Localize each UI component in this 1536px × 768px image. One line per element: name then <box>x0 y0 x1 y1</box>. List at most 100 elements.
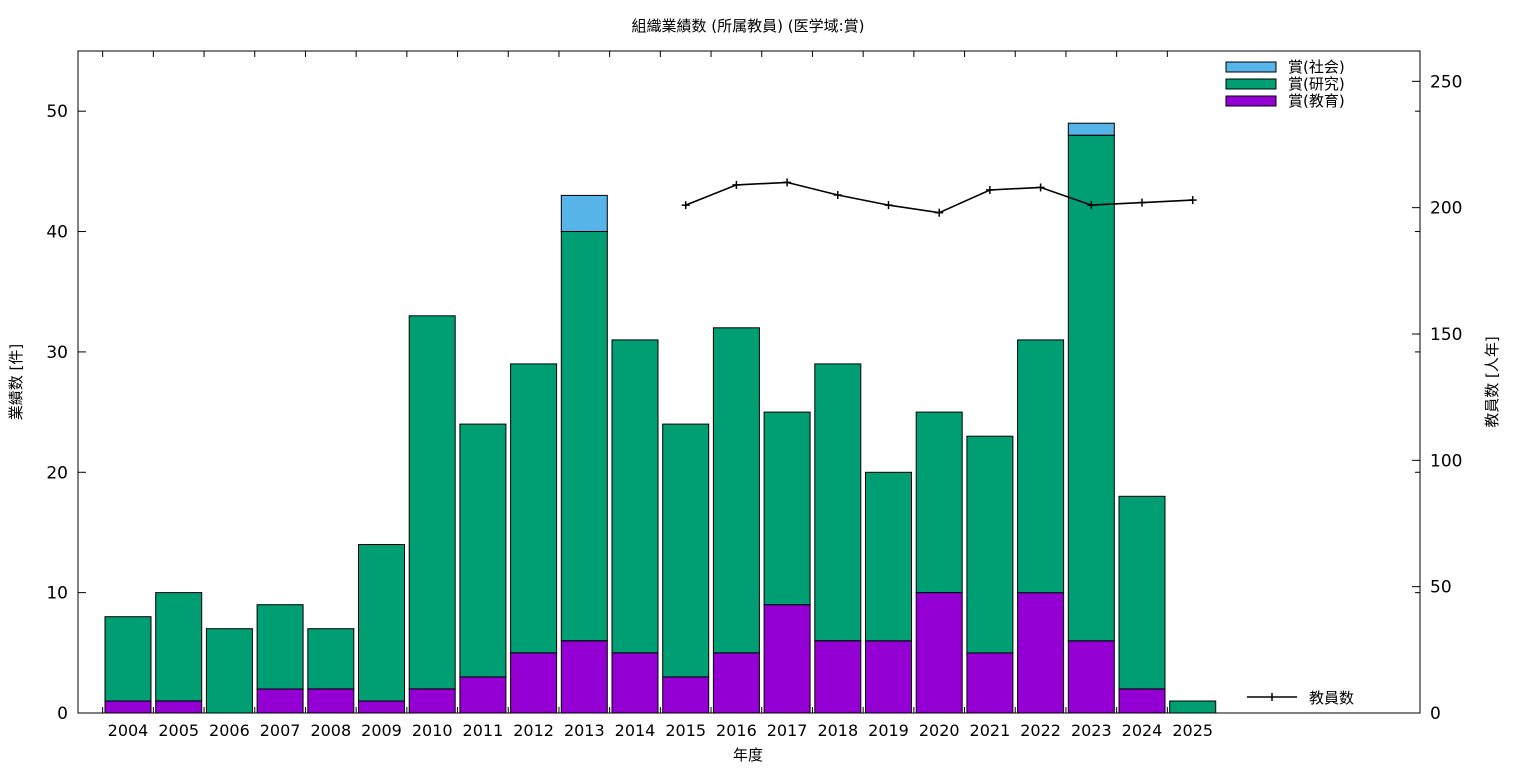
bar-2006-s1 <box>205 628 253 714</box>
x-tick-label-2009: 2009 <box>361 721 402 740</box>
line-layer <box>681 178 1197 217</box>
x-tick-label-2022: 2022 <box>1020 721 1061 740</box>
bar-2004-s0 <box>104 700 152 714</box>
x-tick-label-2012: 2012 <box>513 721 554 740</box>
bars-layer <box>104 122 1217 714</box>
bar-2016-s0 <box>712 652 760 714</box>
bar-2017-s0 <box>763 604 811 714</box>
bar-2007-s1 <box>256 604 304 690</box>
x-tick-label-2025: 2025 <box>1172 721 1213 740</box>
y-tick-label-4: 40 <box>46 223 68 243</box>
bar-2018-s1 <box>814 363 862 642</box>
legend-swatch-2 <box>1225 95 1277 107</box>
bar-2008-s1 <box>307 628 355 690</box>
bar-2010-s1 <box>408 315 456 690</box>
bar-2017-s1 <box>763 411 811 606</box>
legend-swatch-0 <box>1225 61 1277 73</box>
line-point-2015 <box>681 201 690 210</box>
bar-2021-s1 <box>966 435 1014 654</box>
x-tick-label-2021: 2021 <box>970 721 1011 740</box>
bar-2012-s0 <box>510 652 558 714</box>
bar-2018-s0 <box>814 640 862 714</box>
legend-label-line: 教員数 <box>1309 689 1354 707</box>
y-tick-label-1: 10 <box>46 584 68 604</box>
x-tick-label-2008: 2008 <box>310 721 351 740</box>
bar-2013-s1 <box>560 231 608 642</box>
bar-2023-s0 <box>1067 640 1115 714</box>
line-point-2023 <box>1087 201 1096 210</box>
x-tick-label-2011: 2011 <box>463 721 504 740</box>
x-axis-label: 年度 <box>733 746 763 764</box>
bar-2011-s1 <box>459 423 507 678</box>
bar-2012-s1 <box>510 363 558 654</box>
x-tick-label-2019: 2019 <box>868 721 909 740</box>
y-tick-label-5: 50 <box>46 102 68 122</box>
bar-2025-s1 <box>1169 700 1217 714</box>
x-tick-label-2018: 2018 <box>817 721 858 740</box>
legend-label-0: 賞(社会) <box>1288 58 1345 76</box>
y2-tick-label-5: 250 <box>1430 72 1462 92</box>
bar-2019-s0 <box>865 640 912 714</box>
line-point-2022 <box>1036 183 1045 192</box>
legend-label-2: 賞(教育) <box>1288 92 1345 110</box>
y2-tick-label-4: 200 <box>1430 199 1462 219</box>
bar-2007-s0 <box>256 688 304 714</box>
legend-swatch-1 <box>1225 78 1277 90</box>
x-tick-label-2005: 2005 <box>158 721 199 740</box>
line-point-2020 <box>935 208 944 217</box>
legend: 賞(社会)賞(研究)賞(教育) 教員数 <box>1225 58 1354 707</box>
bar-2016-s1 <box>712 327 760 654</box>
bar-2009-s0 <box>358 700 405 714</box>
x-tick-label-2004: 2004 <box>108 721 149 740</box>
x-tick-label-2006: 2006 <box>209 721 250 740</box>
y2-tick-label-1: 50 <box>1430 578 1452 598</box>
line-point-2017 <box>783 178 792 187</box>
bar-2015-s0 <box>662 676 710 714</box>
bar-2014-s0 <box>611 652 659 714</box>
bar-2023-s1 <box>1067 134 1115 642</box>
bar-2020-s0 <box>915 592 963 714</box>
y-tick-label-2: 20 <box>46 463 68 483</box>
y-axis-label: 業績数 [件] <box>7 344 25 420</box>
bar-2005-s1 <box>155 592 203 702</box>
plot-frame <box>77 50 1421 714</box>
bar-2008-s0 <box>307 688 355 714</box>
line-point-2021 <box>985 185 994 194</box>
x-tick-label-2024: 2024 <box>1122 721 1163 740</box>
axes-layer: 0 10 20 30 40 50 0 50 100 150 200 250 2004 2005 2006 20… <box>46 50 1462 740</box>
line-point-2016 <box>732 180 741 189</box>
line-point-2019 <box>884 201 893 210</box>
x-tick-label-2015: 2015 <box>665 721 706 740</box>
y2-tick-label-0: 0 <box>1430 704 1441 724</box>
x-tick-label-2016: 2016 <box>716 721 757 740</box>
line-series-path <box>685 181 1193 214</box>
bar-2022-s1 <box>1017 339 1065 594</box>
y2-tick-label-2: 100 <box>1430 451 1462 471</box>
bar-2005-s0 <box>155 700 203 714</box>
y-tick-label-0: 0 <box>57 704 68 724</box>
x-tick-label-2020: 2020 <box>919 721 960 740</box>
line-point-2024 <box>1138 198 1146 207</box>
bar-2024-s0 <box>1118 688 1166 714</box>
y2-tick-label-3: 150 <box>1430 325 1462 345</box>
bar-2023-s2 <box>1067 122 1115 136</box>
bar-2022-s0 <box>1017 592 1065 714</box>
x-tick-label-2013: 2013 <box>564 721 605 740</box>
bar-2014-s1 <box>611 339 659 654</box>
bar-2013-s0 <box>560 640 608 714</box>
bar-2009-s1 <box>358 544 405 702</box>
legend-label-1: 賞(研究) <box>1288 75 1345 93</box>
bar-2024-s1 <box>1118 495 1166 690</box>
bar-2020-s1 <box>915 411 963 594</box>
bar-2004-s1 <box>104 616 152 702</box>
bar-2015-s1 <box>662 423 710 678</box>
line-point-2018 <box>833 191 842 200</box>
chart-title: 組織業績数 (所属教員) (医学域:賞) <box>632 17 865 35</box>
bar-2021-s0 <box>966 652 1014 714</box>
x-tick-label-2014: 2014 <box>615 721 656 740</box>
x-tick-label-2010: 2010 <box>412 721 453 740</box>
x-tick-label-2007: 2007 <box>260 721 301 740</box>
x-tick-label-2017: 2017 <box>767 721 808 740</box>
x-tick-label-2023: 2023 <box>1071 721 1112 740</box>
